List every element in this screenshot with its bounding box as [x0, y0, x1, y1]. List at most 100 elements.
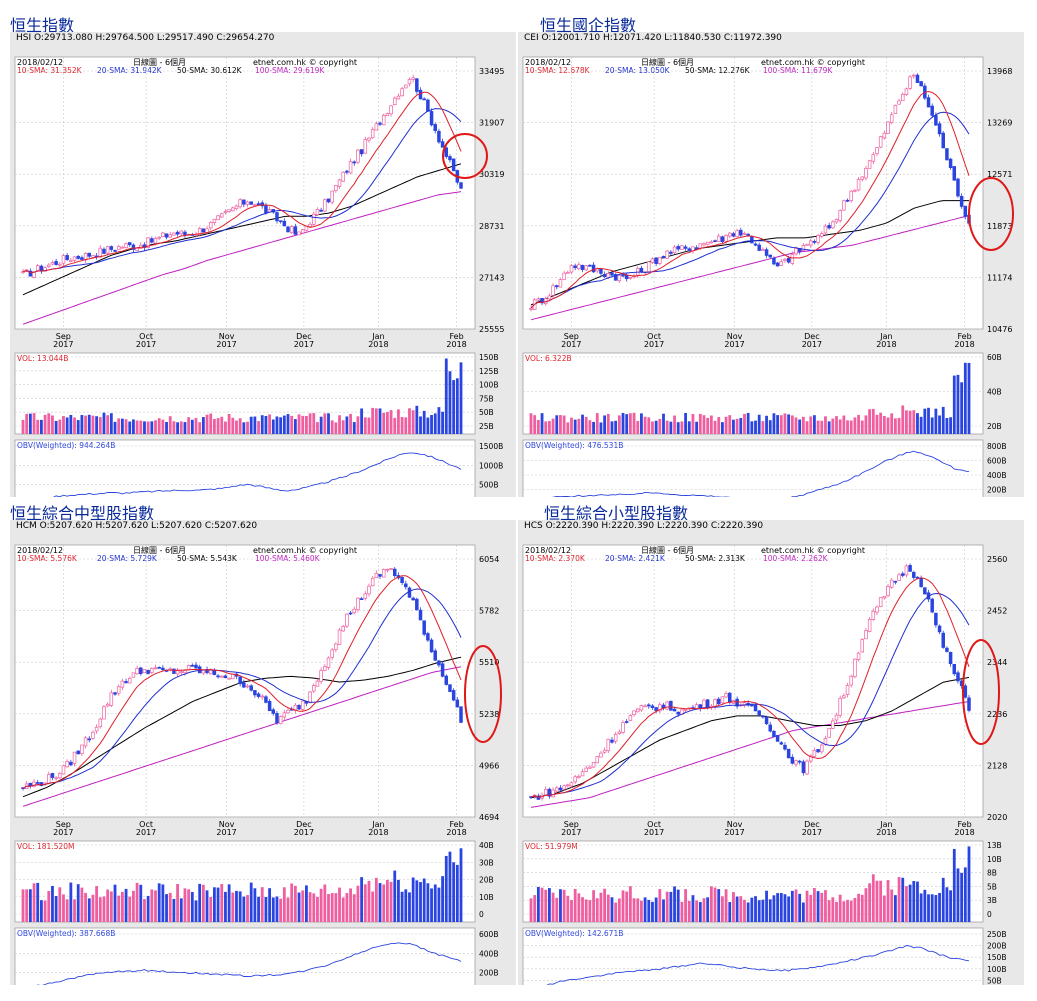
candle-body	[897, 100, 901, 105]
volume-bar	[801, 416, 805, 434]
candle-body	[32, 781, 36, 788]
x-tick-year: 2017	[644, 340, 664, 349]
volume-bar	[617, 415, 621, 434]
volume-bar	[415, 405, 419, 434]
candle-body	[779, 742, 784, 745]
sma-legend-label: 20-SMA: 5.729K	[97, 554, 158, 563]
volume-bar	[813, 415, 816, 434]
volume-bar	[750, 421, 754, 434]
candle-body	[555, 285, 559, 288]
volume-tick-label: 10B	[479, 893, 494, 902]
volume-bar	[132, 419, 135, 434]
sma10-line	[530, 577, 970, 798]
volume-bar	[286, 414, 290, 434]
obv-line	[546, 945, 970, 985]
candle-body	[923, 587, 927, 595]
volume-bar	[411, 410, 415, 434]
volume-tick-label: 60B	[987, 353, 1002, 362]
y-tick-label: 13269	[987, 119, 1012, 128]
y-tick-label: 2560	[987, 555, 1007, 564]
volume-bar	[367, 880, 371, 922]
candle-body	[672, 246, 677, 254]
volume-bar	[566, 422, 570, 434]
volume-bar	[698, 902, 702, 922]
sma-legend-label: 10-SMA: 12.678K	[525, 66, 591, 75]
candle-body	[956, 178, 960, 197]
volume-bar	[194, 900, 198, 922]
volume-bar	[573, 888, 577, 922]
candle-body	[433, 650, 437, 661]
volume-bar	[779, 415, 783, 434]
volume-bar	[621, 412, 625, 434]
candle-body	[945, 148, 949, 161]
volume-bar	[176, 422, 179, 434]
candle-body	[742, 233, 747, 235]
candle-body	[109, 246, 114, 250]
candle-body	[153, 667, 158, 670]
candle-body	[352, 608, 357, 614]
candle-body	[558, 279, 563, 288]
volume-bar	[853, 417, 857, 434]
volume-bar	[776, 893, 780, 922]
volume-bar	[739, 896, 743, 922]
candle-body	[912, 74, 916, 77]
volume-bar	[205, 414, 209, 434]
x-tick-year: 2017	[802, 340, 822, 349]
candle-body	[639, 267, 644, 273]
volume-bar	[341, 897, 345, 922]
volume-bar	[301, 890, 305, 922]
volume-bar	[809, 416, 813, 434]
volume-bar	[117, 418, 121, 434]
volume-bar	[201, 417, 205, 434]
volume-bar	[835, 416, 838, 434]
candle-body	[348, 161, 353, 174]
volume-bar	[905, 886, 908, 922]
candle-body	[871, 154, 876, 162]
volume-bar	[548, 421, 551, 434]
candle-body	[886, 121, 890, 134]
candle-body	[566, 784, 570, 787]
volume-bar	[308, 413, 312, 434]
chart-date: 2018/02/12	[17, 58, 63, 67]
candle-body	[54, 777, 58, 780]
candle-body	[433, 124, 437, 132]
chart-date: 2018/02/12	[525, 58, 571, 67]
candle-body	[102, 706, 106, 720]
sma-legend-label: 50-SMA: 5.543K	[177, 554, 238, 563]
candle-body	[72, 751, 77, 764]
volume-bar	[80, 887, 84, 922]
volume-bar	[242, 422, 246, 434]
candle-body	[69, 761, 73, 766]
volume-bar	[728, 415, 732, 434]
candle-body	[392, 97, 397, 106]
volume-bar	[798, 893, 802, 922]
candle-body	[599, 752, 603, 758]
y-tick-label: 6054	[479, 555, 499, 564]
candle-body	[775, 735, 780, 742]
candle-body	[731, 233, 736, 237]
candle-body	[150, 668, 154, 673]
volume-bar	[279, 417, 283, 434]
x-tick-month: Oct	[647, 820, 661, 829]
volume-bar	[190, 892, 194, 922]
candle-body	[831, 720, 835, 729]
volume-bar	[227, 414, 231, 434]
volume-bar	[385, 879, 389, 922]
candle-body	[197, 228, 202, 235]
y-tick-label: 12571	[987, 170, 1012, 179]
candle-body	[249, 685, 253, 691]
sma100-line	[530, 700, 970, 808]
volume-bar	[882, 416, 886, 434]
candle-body	[341, 625, 345, 632]
volume-bar	[330, 893, 334, 922]
volume-bar	[91, 894, 95, 922]
volume-bar	[264, 415, 268, 434]
candle-body	[150, 238, 154, 243]
volume-bar	[389, 410, 393, 434]
volume-bar	[941, 877, 945, 922]
chart-box: HCM O:5207.620 H:5207.620 L:5207.620 C:5…	[10, 520, 516, 985]
candle-body	[889, 114, 894, 123]
volume-bar	[790, 415, 794, 434]
candle-body	[794, 760, 798, 765]
volume-bar	[713, 420, 717, 434]
